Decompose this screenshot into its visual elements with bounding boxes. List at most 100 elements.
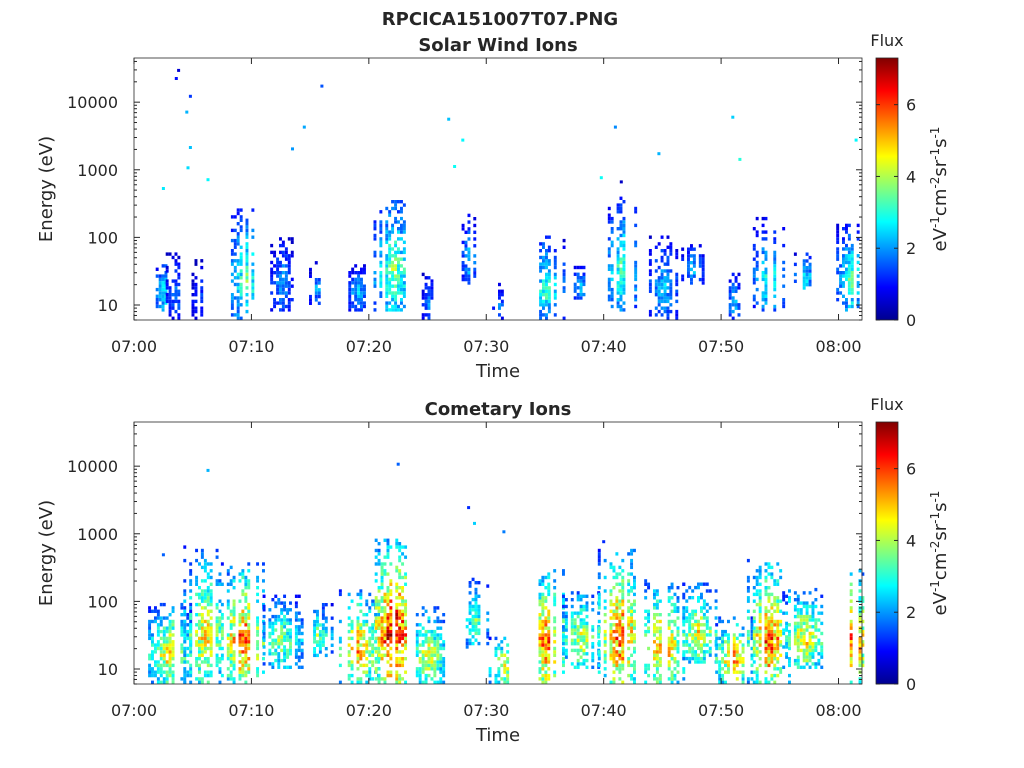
y-axis-label: Energy (eV) — [36, 136, 57, 242]
heatmap-cell — [547, 286, 551, 290]
heatmap-cell — [776, 646, 780, 651]
heatmap-cell — [776, 667, 780, 671]
heatmap-cell — [164, 264, 168, 268]
heatmap-cell — [597, 619, 601, 624]
heatmap-cell — [251, 286, 255, 290]
heatmap-cell — [154, 643, 157, 647]
heatmap-cell — [200, 677, 204, 681]
heatmap-cell — [232, 606, 236, 610]
heatmap-cell — [171, 650, 175, 654]
heatmap-cell — [630, 586, 634, 590]
heatmap-cell — [802, 601, 806, 605]
heatmap-cell — [660, 272, 664, 277]
heatmap-cell — [644, 629, 648, 634]
heatmap-cell — [286, 635, 290, 639]
heatmap-cell — [347, 636, 351, 641]
heatmap-cell — [728, 279, 732, 283]
heatmap-cell — [156, 667, 160, 671]
heatmap-cell — [752, 227, 756, 231]
heatmap-cell — [189, 633, 193, 637]
heatmap-cell — [244, 673, 248, 678]
heatmap-cell — [621, 646, 625, 651]
heatmap-cell — [700, 633, 703, 637]
heatmap-cell — [189, 569, 193, 573]
heatmap-cell — [658, 640, 662, 644]
heatmap-cell — [802, 286, 806, 290]
heatmap-cell — [461, 250, 465, 255]
heatmap-cell — [380, 653, 384, 657]
heatmap-cell — [622, 274, 626, 278]
heatmap-cell — [667, 640, 671, 644]
heatmap-cell — [500, 640, 504, 644]
heatmap-cell — [357, 284, 361, 288]
heatmap-cell — [573, 665, 577, 669]
heatmap-cell — [538, 646, 542, 651]
heatmap-cell — [621, 596, 625, 600]
heatmap-cell — [165, 282, 169, 287]
heatmap-cell — [351, 271, 355, 275]
heatmap-cell — [767, 609, 771, 613]
heatmap-cell — [506, 643, 510, 647]
heatmap-cell — [374, 636, 378, 641]
heatmap-cell — [433, 660, 437, 664]
heatmap-cell — [582, 618, 586, 622]
heatmap-cell — [189, 572, 193, 576]
heatmap-cell — [603, 558, 607, 563]
heatmap-cell — [612, 646, 616, 651]
heatmap-cell — [579, 611, 583, 615]
heatmap-cell — [379, 243, 383, 248]
heatmap-cell — [230, 306, 234, 310]
heatmap-cell — [562, 279, 566, 283]
heatmap-cell — [691, 640, 695, 644]
heatmap-cell — [154, 646, 157, 651]
heatmap-cell — [564, 628, 568, 632]
heatmap-cell — [562, 289, 566, 293]
heatmap-cell — [486, 628, 490, 632]
heatmap-cell — [251, 208, 255, 212]
heatmap-cell — [468, 631, 472, 636]
heatmap-cell — [547, 646, 551, 651]
heatmap-cell — [360, 298, 363, 302]
heatmap-cell — [394, 206, 398, 211]
heatmap-cell — [850, 247, 854, 251]
heatmap-cell — [386, 670, 390, 674]
colorbar-tick-label: 0 — [906, 675, 916, 694]
heatmap-cell — [694, 633, 698, 637]
heatmap-cell — [465, 625, 469, 629]
heatmap-cell — [439, 663, 443, 668]
heatmap-cell — [189, 643, 193, 647]
heatmap-cell — [386, 592, 390, 597]
heatmap-cell — [241, 640, 245, 644]
heatmap-cell — [663, 282, 667, 287]
heatmap-cell — [735, 643, 739, 647]
heatmap-cell — [773, 267, 777, 271]
heatmap-cell — [727, 633, 730, 637]
heatmap-cell — [165, 670, 169, 674]
heatmap-cell — [383, 562, 387, 566]
heatmap-cell — [230, 259, 234, 263]
heatmap-cell — [782, 267, 786, 271]
heatmap-cell — [245, 232, 249, 236]
heatmap-cell — [539, 289, 543, 293]
heatmap-cell — [374, 562, 378, 566]
heatmap-cell — [389, 579, 393, 583]
heatmap-cell — [395, 586, 399, 590]
heatmap-cell — [148, 657, 152, 661]
heatmap-cell — [276, 267, 280, 271]
heatmap-cell — [200, 596, 204, 600]
heatmap-cell — [779, 640, 783, 644]
heatmap-cell — [256, 670, 260, 674]
heatmap-cell — [270, 267, 274, 271]
heatmap-cell — [418, 670, 422, 674]
heatmap-cell — [262, 621, 266, 626]
heatmap-cell — [148, 623, 152, 627]
heatmap-cell — [189, 653, 193, 657]
heatmap-cell — [195, 613, 199, 617]
heatmap-cell — [283, 621, 287, 626]
heatmap-cell — [660, 235, 664, 239]
heatmap-cell — [400, 227, 403, 231]
heatmap-cell — [151, 633, 154, 637]
heatmap-cell — [788, 623, 791, 627]
heatmap-cell — [371, 629, 375, 634]
heatmap-cell — [368, 609, 372, 613]
